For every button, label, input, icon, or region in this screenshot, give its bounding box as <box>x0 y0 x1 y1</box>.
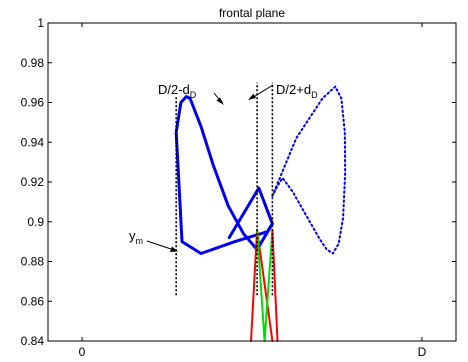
y-tick-label: 0.86 <box>21 294 45 308</box>
annotation-ym-arrow <box>146 240 175 251</box>
y-tick-label: 1 <box>37 16 44 30</box>
annotation-right-offset: D/2+dD <box>248 82 318 100</box>
y-tick-label: 0.84 <box>21 334 45 348</box>
plot-frame <box>47 22 457 342</box>
annotation-ym-label: ym <box>129 228 143 246</box>
annotation-left-arrowhead <box>216 97 224 105</box>
y-tick-label: 0.98 <box>21 56 45 70</box>
series-line-4 <box>271 228 279 342</box>
series-line-1 <box>271 85 347 255</box>
y-tick-label: 0.88 <box>21 255 45 269</box>
annotation-left-offset: D/2-dD <box>158 82 224 105</box>
plot-background <box>48 23 456 341</box>
annotation-ym-arrowhead <box>170 246 178 252</box>
y-tick-label: 0.92 <box>21 175 45 189</box>
y-tick-label: 0.9 <box>27 215 44 229</box>
y-tick-label: 0.94 <box>21 135 45 149</box>
marker-lines <box>175 82 274 296</box>
y-tick-label: 0.96 <box>21 96 45 110</box>
annotation-left-label: D/2-dD <box>158 82 197 100</box>
annotation-right-label: D/2+dD <box>276 82 318 100</box>
annotation-right-arrow <box>251 84 274 99</box>
axis-ticks: 0.84 0.86 0.88 0.9 0.92 0.94 0.96 0.98 1 0 D <box>21 16 456 359</box>
series-line-0 <box>174 95 274 255</box>
x-tick-label: 0 <box>79 345 86 359</box>
x-tick-label: D <box>418 345 427 359</box>
chart-title: frontal plane <box>219 6 285 20</box>
annotation-right-arrowhead <box>248 93 256 100</box>
annotation-ym: ym <box>129 228 178 252</box>
